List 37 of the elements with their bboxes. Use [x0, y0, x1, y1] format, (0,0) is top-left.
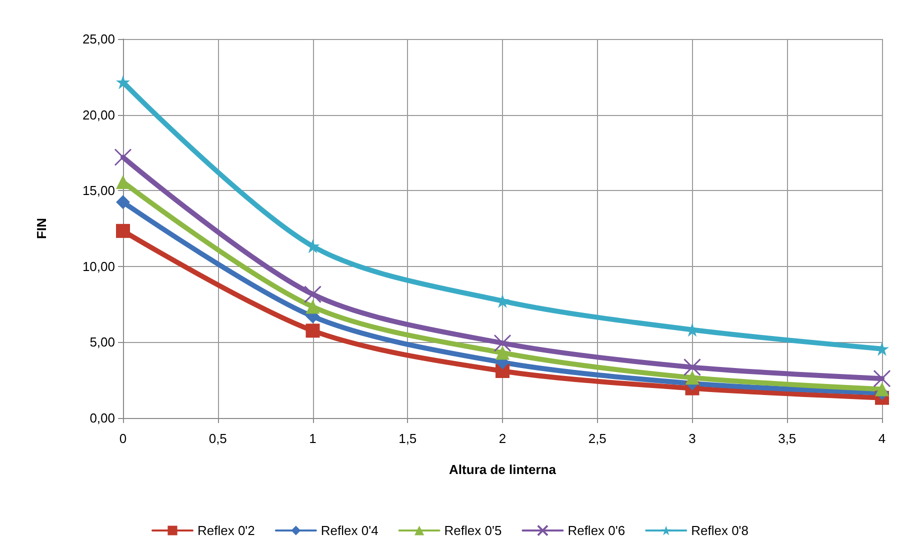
x-tick-label: 4 — [878, 431, 886, 446]
point — [685, 370, 700, 385]
y-axis-title: FIN — [34, 218, 49, 239]
x-tick-label: 0,5 — [208, 431, 227, 446]
x-tick-label: 1,5 — [398, 431, 417, 446]
y-tick-label: 10,00 — [82, 258, 115, 274]
point — [873, 370, 891, 388]
point — [116, 195, 130, 210]
point — [306, 239, 320, 254]
point — [116, 75, 130, 90]
x-tick-label: 1 — [309, 431, 316, 446]
point — [496, 346, 510, 360]
y-tick-label: 15,00 — [82, 183, 115, 198]
x-axis-title: Altura de linterna — [449, 462, 557, 477]
point — [684, 358, 701, 376]
y-tick-label: 0,00 — [90, 410, 115, 426]
point — [114, 148, 132, 166]
x-tick-label: 3 — [688, 431, 696, 446]
point — [116, 224, 130, 238]
x-tick-label: 3,5 — [778, 431, 796, 446]
x-tick-label: 0 — [119, 431, 127, 446]
legend-label: Reflex 0'6 — [568, 523, 626, 538]
legend-label: Reflex 0'2 — [197, 523, 255, 538]
legend-label: Reflex 0'5 — [444, 523, 502, 538]
point — [116, 174, 130, 189]
point — [306, 324, 320, 338]
legend-label: Reflex 0'8 — [691, 523, 749, 538]
x-tick-label: 2 — [498, 431, 506, 446]
y-tick-label: 20,00 — [82, 107, 115, 122]
y-tick-label: 5,00 — [90, 334, 115, 350]
y-tick-label: 25,00 — [82, 32, 115, 46]
x-tick-label: 2,5 — [588, 431, 606, 446]
point — [306, 300, 320, 314]
point — [304, 286, 322, 304]
point — [494, 334, 512, 352]
legend-label: Reflex 0'4 — [320, 523, 378, 538]
point — [875, 382, 889, 396]
